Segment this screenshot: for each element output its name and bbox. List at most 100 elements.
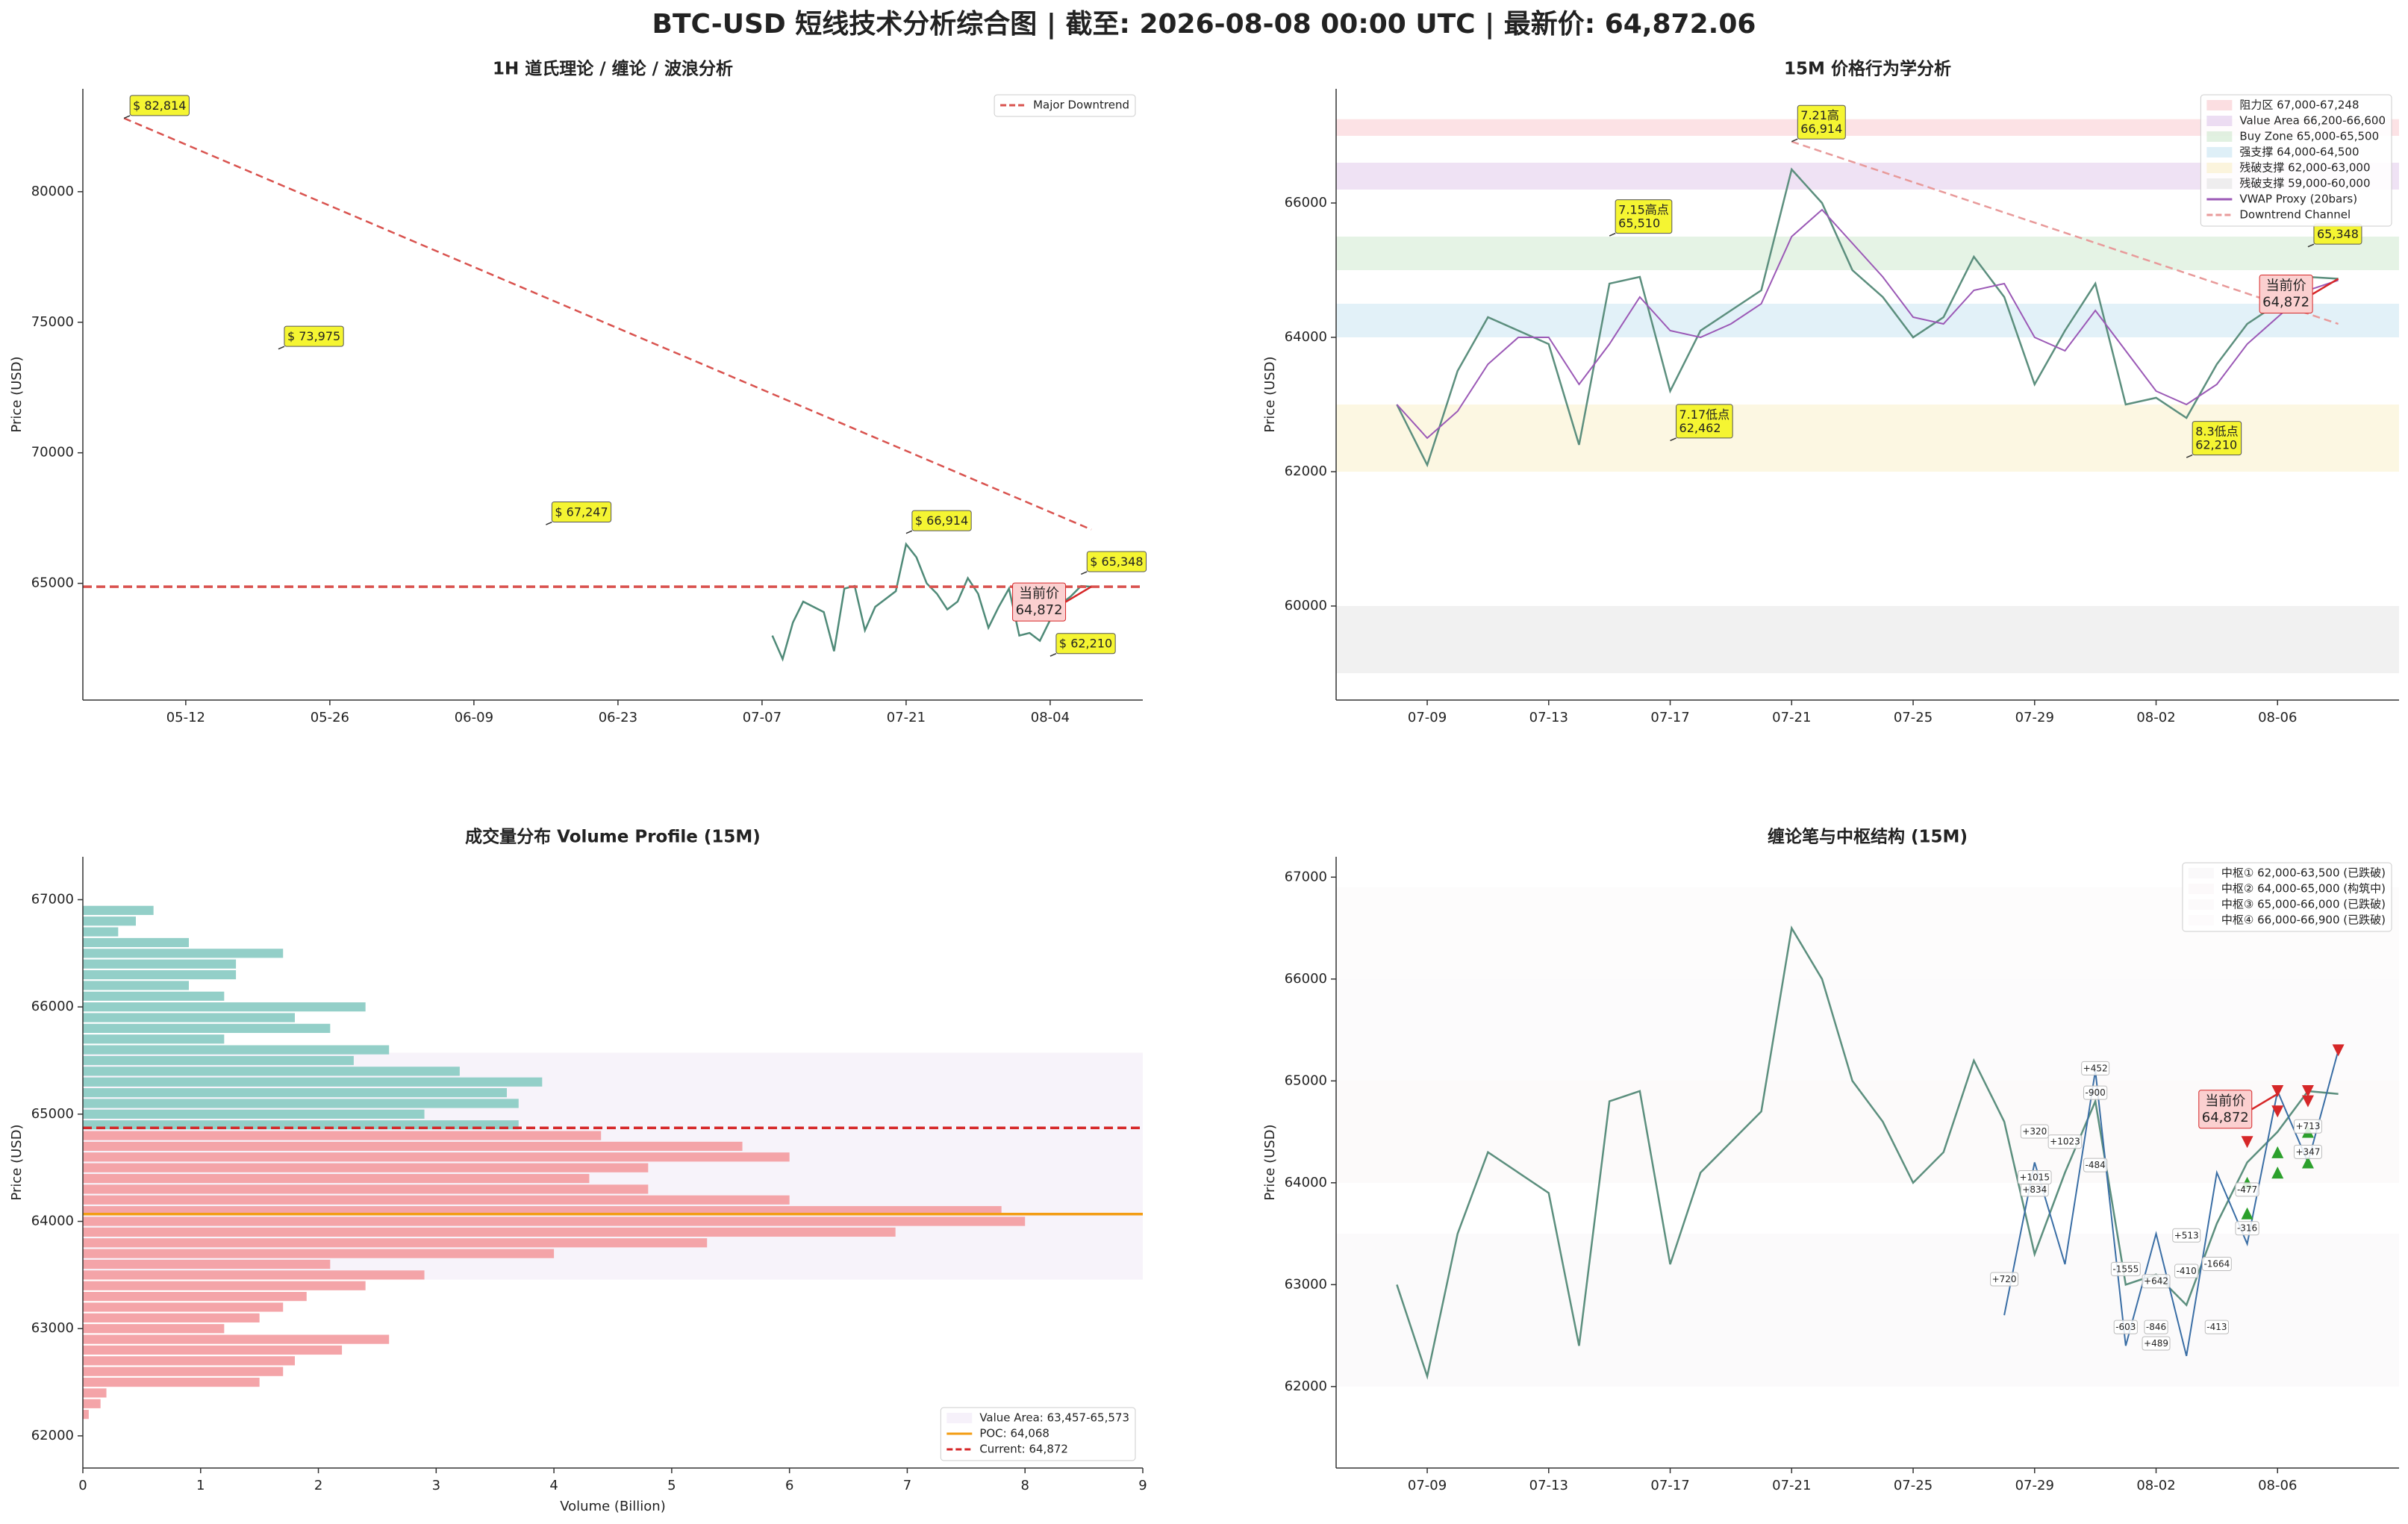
- y-tick-label: 64000: [1285, 1175, 1327, 1190]
- signal-marker: [2332, 1044, 2345, 1057]
- annotation-text: 7.21高: [1800, 108, 1839, 122]
- legend-label: VWAP Proxy (20bars): [2239, 193, 2357, 206]
- annotation-text: +642: [2144, 1276, 2168, 1287]
- panel-title: 缠论笔与中枢结构 (15M): [1768, 827, 1968, 847]
- plot-area: [83, 905, 1143, 1420]
- annotation-box: [284, 325, 344, 347]
- x-tick-label: 08-02: [2136, 710, 2175, 725]
- volume-bar: [83, 1313, 260, 1322]
- annotation: $ 73,975: [278, 325, 344, 350]
- annotation-text: +513: [2174, 1230, 2199, 1240]
- y-tick-label: 67000: [1285, 869, 1327, 884]
- y-tick-label: 63000: [31, 1320, 74, 1336]
- annotation: $ 66,914: [905, 510, 972, 534]
- trend-line: [123, 117, 1092, 531]
- annotation-box: [551, 502, 612, 523]
- zone: [1336, 978, 2399, 1081]
- annotation-arrow: [278, 346, 285, 350]
- x-tick-label: 08-02: [2136, 1478, 2175, 1493]
- y-axis-label: Price (USD): [1262, 1124, 1278, 1200]
- annotation: +1023: [2047, 1134, 2083, 1149]
- annotation-text: 当前价: [2266, 278, 2306, 294]
- annotation-box: [2293, 1144, 2322, 1159]
- x-tick-label: 6: [785, 1478, 793, 1493]
- x-tick-label: 1: [196, 1478, 205, 1493]
- annotation-text: +452: [2083, 1063, 2108, 1073]
- annotation-arrow: [1609, 232, 1616, 237]
- annotation-box: [2235, 1182, 2259, 1197]
- annotation: -846: [2144, 1320, 2168, 1334]
- x-tick-label: 07-13: [1529, 710, 1568, 725]
- legend-swatch: [946, 1413, 973, 1423]
- annotation-text: 62,462: [1679, 421, 1721, 435]
- annotation-text: $ 67,247: [555, 505, 608, 519]
- annotation-arrow: [1064, 586, 1092, 603]
- annotation: $ 65,348: [1080, 551, 1147, 575]
- legend-swatch: [2206, 163, 2233, 173]
- annotation-text: 62,210: [2195, 438, 2237, 452]
- y-tick-label: 66000: [31, 999, 74, 1014]
- annotation-arrow: [2312, 278, 2339, 296]
- annotation-text: 64,872: [2202, 1110, 2249, 1125]
- y-tick-label: 64000: [31, 1214, 74, 1229]
- annotation-text: -603: [2115, 1322, 2136, 1332]
- annotation-box: [2235, 1221, 2259, 1236]
- zone: [1336, 237, 2399, 270]
- annotation-box: [1615, 199, 1673, 234]
- y-tick-label: 62000: [31, 1428, 74, 1443]
- annotation-text: 66,914: [1800, 122, 1842, 136]
- annotation-text: +347: [2295, 1146, 2320, 1157]
- annotation: -1555: [2110, 1261, 2141, 1276]
- x-tick-label: 4: [549, 1478, 558, 1493]
- volume-bar: [83, 1238, 708, 1248]
- y-tick-label: 75000: [31, 314, 74, 330]
- annotation-arrow: [905, 530, 913, 534]
- x-tick-label: 08-04: [1031, 710, 1070, 725]
- annotation-text: $ 65,348: [1090, 555, 1143, 569]
- legend-label: 中枢① 62,000-63,500 (已跌破): [2221, 866, 2386, 880]
- volume-bar: [83, 1399, 101, 1408]
- annotation-box: [2174, 1264, 2199, 1278]
- annotation: $ 82,814: [123, 95, 190, 119]
- legend-label: Value Area: 63,457-65,573: [979, 1411, 1129, 1425]
- annotation-text: +720: [1992, 1274, 2017, 1284]
- volume-bar: [83, 1163, 649, 1172]
- volume-bar: [83, 1259, 331, 1270]
- legend-label: 强支撑 64,000-64,500: [2239, 146, 2359, 159]
- volume-bar: [83, 1281, 366, 1290]
- panel-title: 1H 道氏理论 / 缠论 / 波浪分析: [493, 59, 733, 79]
- price-line: [1396, 208, 2339, 440]
- plot-area: [1336, 119, 2399, 673]
- volume-bar: [83, 905, 154, 915]
- volume-bar: [83, 1184, 649, 1194]
- volume-bar: [83, 1324, 225, 1334]
- panel: 成交量分布 Volume Profile (15M) 62000 63000 6400…: [9, 827, 1147, 1515]
- legend-swatch: [2188, 868, 2214, 878]
- annotation-box: [1676, 404, 1733, 439]
- annotation-box: [2081, 1061, 2110, 1075]
- legend-label: Value Area 66,200-66,600: [2239, 114, 2386, 128]
- x-tick-label: 08-06: [2258, 710, 2297, 725]
- legend: 中枢① 62,000-63,500 (已跌破) 中枢② 64,000-65,000…: [2182, 862, 2392, 932]
- x-axis-label: Volume (Billion): [560, 1499, 666, 1514]
- y-axis-label: Price (USD): [1262, 356, 1278, 432]
- annotation-text: 65,510: [1618, 216, 1660, 231]
- x-tick-label: 07-25: [1894, 710, 1933, 725]
- x-tick-label: 07-13: [1529, 1478, 1568, 1493]
- annotation: -484: [2083, 1158, 2108, 1172]
- y-tick-label: 62000: [1285, 1378, 1327, 1394]
- y-tick-label: 65000: [31, 575, 74, 591]
- zone: [1336, 606, 2399, 673]
- panel-title: 成交量分布 Volume Profile (15M): [465, 827, 761, 847]
- volume-bar: [83, 959, 237, 969]
- annotation-box: [129, 95, 190, 116]
- volume-bar: [83, 1013, 295, 1022]
- annotation-text: -1664: [2203, 1259, 2230, 1270]
- annotation-text: -477: [2237, 1184, 2257, 1195]
- volume-bar: [83, 1077, 543, 1087]
- x-tick-label: 8: [1020, 1478, 1029, 1493]
- x-tick-label: 07-07: [743, 710, 782, 725]
- x-tick-label: 05-26: [311, 710, 349, 725]
- volume-bar: [83, 1345, 343, 1355]
